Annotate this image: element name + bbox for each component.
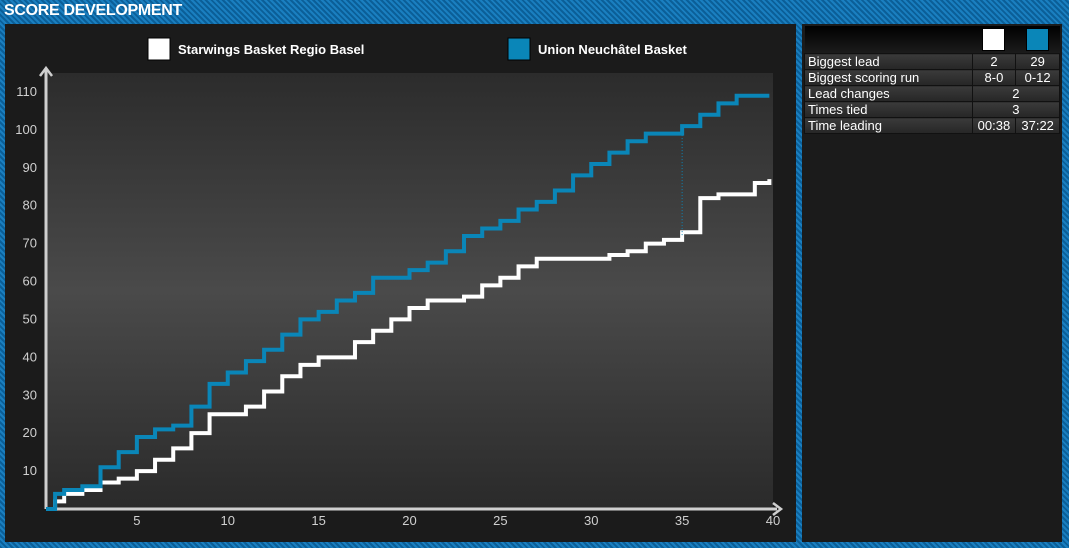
x-tick-label: 10 [221,513,235,528]
page-title: SCORE DEVELOPMENT [4,2,183,19]
y-tick-label: 40 [23,349,37,364]
stats-row-biggest-scoring-run: Biggest scoring run 8-0 0-12 [804,69,1060,86]
y-tick-label: 30 [23,387,37,402]
stats-value-team1: 00:38 [971,117,1017,134]
legend-swatch [147,37,171,61]
x-tick-label: 40 [766,513,780,528]
stats-value-team2: 37:22 [1015,117,1060,134]
y-tick-label: 110 [16,84,37,99]
plot-area [46,73,773,509]
stats-label: Lead changes [804,85,973,102]
stats-value-team1: 8-0 [971,69,1017,86]
series-line-union-neuchatel [46,93,770,511]
x-tick-label: 15 [311,513,325,528]
stats-value-both: 3 [971,101,1061,118]
y-tick-label: 80 [23,198,37,213]
y-tick-label: 20 [23,425,37,440]
y-tick-label: 10 [23,463,37,478]
y-tick-label: 90 [23,160,37,175]
y-axis-arrow [39,65,53,77]
stats-row-time-leading: Time leading 00:38 37:22 [804,117,1060,134]
x-tick-label: 20 [402,513,416,528]
x-tick-label: 25 [493,513,507,528]
legend-label: Starwings Basket Regio Basel [178,42,364,57]
stats-header-team2 [1015,26,1060,54]
chart-panel: 10 20 30 40 50 60 70 80 90 100 110 5 10 15 20 25 30 35 40 … [5,24,796,542]
stats-value-team2: 0-12 [1015,69,1060,86]
stats-row-biggest-lead: Biggest lead 2 29 [804,53,1060,70]
stats-label: Times tied [804,101,973,118]
team1-swatch [982,28,1006,51]
y-tick-label: 100 [15,122,37,137]
team2-swatch [1026,28,1050,51]
x-tick-label: 35 [675,513,689,528]
x-tick-label: 5 [133,513,140,528]
stats-header-team1 [972,26,1016,54]
y-tick-label: 60 [23,274,37,289]
stats-table: Biggest lead 2 29 Biggest scoring run 8-… [804,26,1061,134]
legend-swatch [507,37,531,61]
stats-row-times-tied: Times tied 3 [804,101,1061,118]
stats-value-both: 2 [971,85,1061,102]
stats-value-team2: 29 [1015,53,1060,70]
y-tick-label: 70 [23,236,37,251]
legend-label: Union Neuchâtel Basket [538,42,687,57]
stats-label: Time leading [804,117,973,134]
x-tick-label: 30 [584,513,598,528]
y-tick-label: 50 [23,311,37,326]
stats-panel: Biggest lead 2 29 Biggest scoring run 8-… [802,24,1062,542]
stats-label: Biggest scoring run [804,69,973,86]
stats-value-team1: 2 [971,53,1017,70]
stats-header-row [804,26,1060,54]
stats-row-lead-changes: Lead changes 2 [804,85,1061,102]
stats-header-label [804,26,973,54]
stats-label: Biggest lead [804,53,973,70]
x-axis-arrow [772,502,784,516]
series-line-starwings [46,179,772,511]
